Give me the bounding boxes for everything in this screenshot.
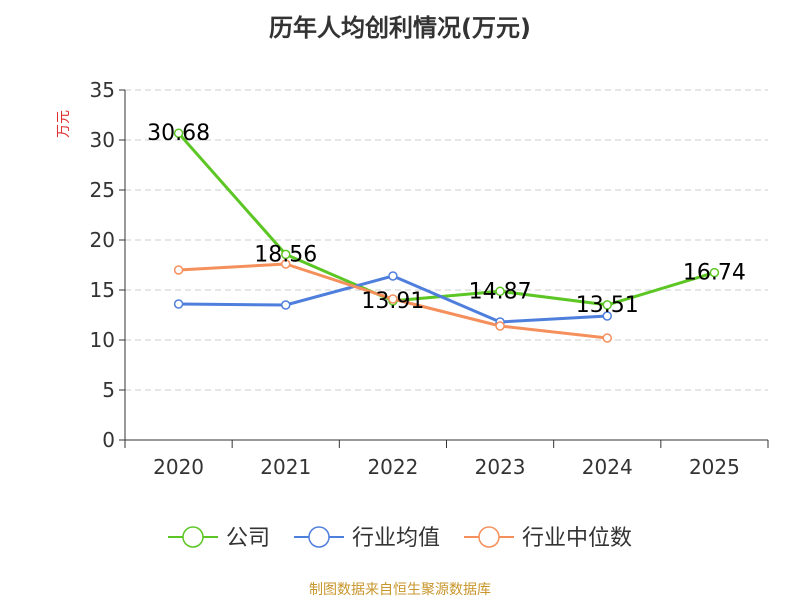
legend-label: 公司 (226, 526, 270, 551)
series-point (281, 249, 291, 260)
series-point (602, 311, 612, 321)
legend-marker (308, 526, 330, 548)
x-tick-label: 2022 (367, 455, 418, 479)
series-point (602, 300, 612, 310)
y-axis-label: 万元 (56, 110, 72, 138)
legend-marker (478, 526, 500, 548)
y-tick-label: 20 (90, 228, 115, 252)
series-point (281, 259, 291, 269)
legend-item: 公司 (168, 526, 270, 551)
y-tick-label: 0 (102, 428, 115, 452)
x-tick-label: 2023 (475, 455, 526, 479)
data-label: 16.74 (683, 261, 746, 286)
y-tick-label: 30 (90, 128, 115, 152)
legend: 公司 行业均值 行业中位数 (168, 526, 632, 551)
x-tick-label: 2025 (689, 455, 740, 479)
x-tick-label: 2024 (582, 455, 633, 479)
series-point (173, 128, 184, 138)
y-tick-label: 5 (102, 378, 115, 402)
chart-title: 历年人均创利情况(万元) (269, 14, 531, 42)
series-point (388, 294, 398, 304)
series-point (281, 300, 291, 310)
data-label: 18.56 (254, 242, 317, 267)
grid-lines (125, 89, 768, 391)
y-tick-label: 35 (90, 78, 115, 102)
series-point (495, 321, 505, 331)
x-tick-label: 2020 (153, 455, 204, 479)
data-label: 30.68 (147, 121, 210, 146)
series-lines (173, 128, 720, 343)
series-point (495, 286, 505, 297)
series-point (602, 333, 612, 343)
data-label: 13.91 (361, 289, 424, 314)
source-note: 制图数据来自恒生聚源数据库 (309, 582, 491, 598)
legend-label: 行业中位数 (522, 526, 632, 551)
data-labels: 30.68 18.56 13.91 14.87 13.51 16.74 (147, 121, 746, 318)
series-line-0 (177, 131, 716, 307)
data-label: 13.51 (576, 293, 639, 318)
legend-marker (182, 526, 204, 548)
legend-label: 行业均值 (352, 526, 440, 551)
y-tick-label: 15 (90, 278, 115, 302)
series-point (173, 299, 184, 309)
y-tick-label: 25 (90, 178, 115, 202)
legend-item: 行业均值 (294, 526, 440, 551)
y-tick-label: 10 (90, 328, 115, 352)
legend-item: 行业中位数 (464, 526, 632, 551)
series-point (388, 271, 398, 281)
series-point (709, 267, 720, 278)
series-point (173, 265, 184, 275)
x-tick-label: 2021 (260, 455, 311, 479)
data-label: 14.87 (469, 279, 532, 304)
